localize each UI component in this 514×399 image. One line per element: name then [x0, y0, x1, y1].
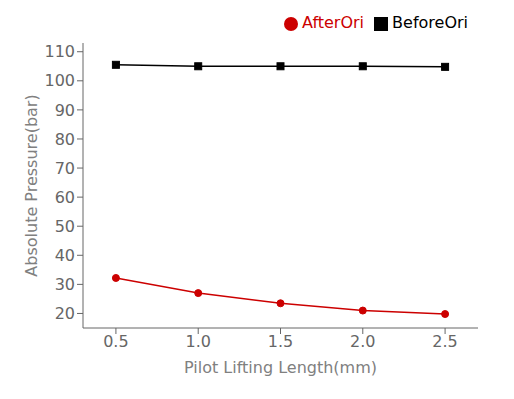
svg-text:1.0: 1.0 [185, 332, 210, 351]
svg-text:30: 30 [55, 275, 75, 294]
svg-text:40: 40 [55, 246, 75, 265]
svg-text:60: 60 [55, 188, 75, 207]
svg-text:Absolute Pressure(bar): Absolute Pressure(bar) [22, 94, 41, 276]
svg-text:110: 110 [44, 42, 75, 61]
svg-text:2.5: 2.5 [432, 332, 457, 351]
svg-text:50: 50 [55, 217, 75, 236]
svg-text:80: 80 [55, 130, 75, 149]
svg-text:1.5: 1.5 [268, 332, 293, 351]
html-text:AfterOri: AfterOri [302, 13, 365, 32]
svg-text:0.5: 0.5 [103, 332, 128, 351]
svg-text:70: 70 [55, 159, 75, 178]
svg-text:100: 100 [44, 71, 75, 90]
svg-text:20: 20 [55, 304, 75, 323]
html-text:BeforeOri: BeforeOri [392, 13, 468, 32]
svg-text:90: 90 [55, 101, 75, 120]
svg-text:2.0: 2.0 [350, 332, 375, 351]
svg-text:Pilot Lifting Length(mm): Pilot Lifting Length(mm) [184, 358, 377, 377]
